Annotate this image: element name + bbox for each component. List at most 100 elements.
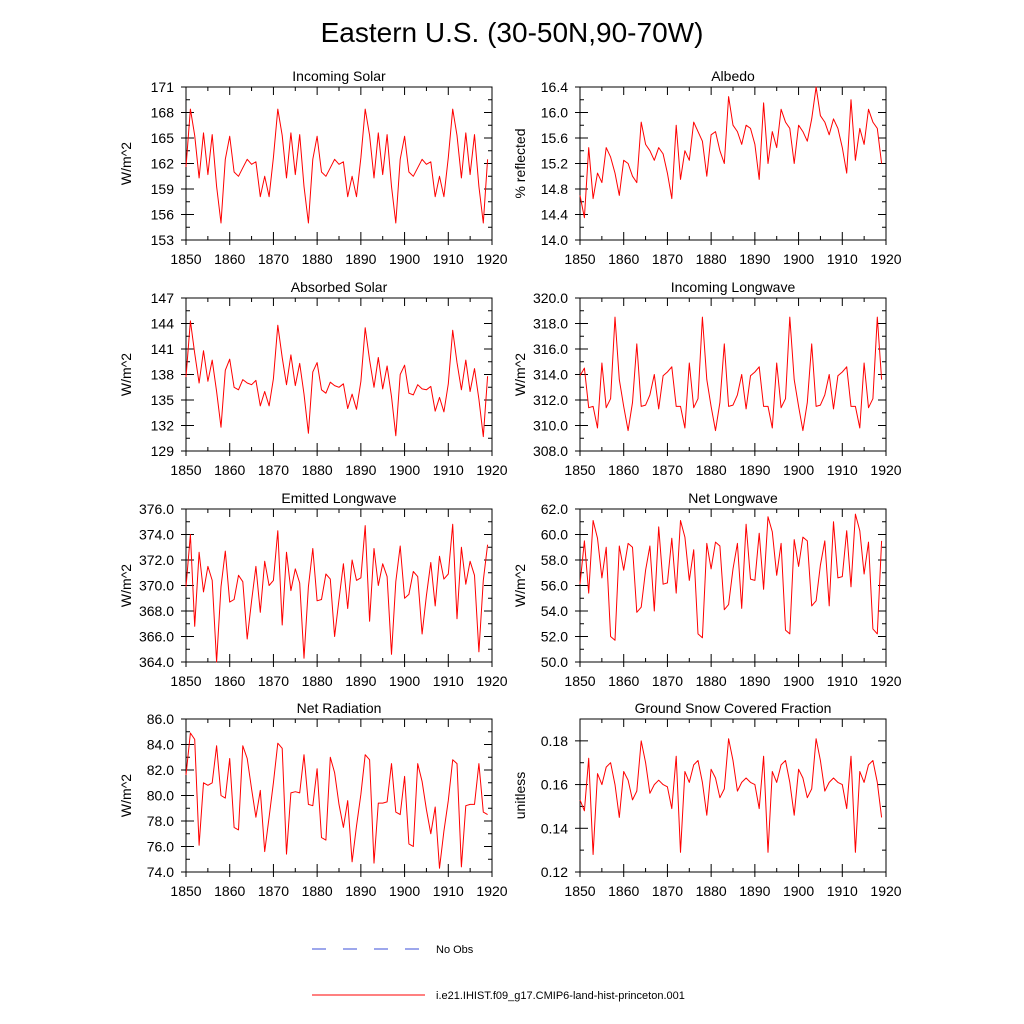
panel-title: Emitted Longwave [281,490,396,506]
x-tick-label: 1910 [827,251,858,267]
x-tick-label: 1900 [783,462,814,478]
y-tick-label: 78.0 [147,813,174,829]
x-tick-label: 1920 [870,462,901,478]
panel-ground-snow-covered-fraction: Ground Snow Covered Fraction 1850 1860 1870… [512,700,902,899]
series-line [579,738,883,855]
y-tick-label: 56.0 [541,578,568,594]
plot-frame [579,718,887,873]
x-tick-label: 1870 [652,673,683,689]
y-axis-label: % reflected [512,128,528,198]
x-tick-label: 1910 [827,673,858,689]
x-tick-label: 1880 [302,251,333,267]
legend-obs-label: No Obs [436,944,474,956]
x-tick-label: 1850 [564,462,595,478]
y-tick-label: 76.0 [147,839,174,855]
y-tick-label: 129 [151,443,175,459]
y-tick-label: 0.14 [541,820,568,836]
y-tick-label: 74.0 [147,864,174,880]
panel-title: Albedo [711,68,755,84]
x-tick-label: 1860 [214,883,245,899]
series-line [579,513,883,641]
x-tick-label: 1870 [258,462,289,478]
plot-frame [579,86,887,241]
legend-model-label: i.e21.IHIST.f09_g17.CMIP6-land-hist-prin… [436,990,685,1002]
panel-title: Net Radiation [297,700,382,716]
y-tick-label: 144 [151,316,175,332]
x-tick-label: 1870 [258,251,289,267]
x-tick-label: 1890 [739,883,770,899]
x-tick-label: 1870 [652,883,683,899]
y-tick-label: 16.0 [541,105,568,121]
x-tick-label: 1850 [170,883,201,899]
y-tick-label: 316.0 [533,341,568,357]
y-tick-label: 58.0 [541,552,568,568]
x-tick-label: 1890 [739,462,770,478]
plot-frame [579,508,887,663]
y-tick-label: 364.0 [139,654,174,670]
y-axis-label: W/m^2 [512,564,528,607]
y-tick-label: 147 [151,290,175,306]
plot-frame [185,508,493,663]
y-tick-label: 54.0 [541,603,568,619]
y-tick-label: 82.0 [147,762,174,778]
y-tick-label: 80.0 [147,788,174,804]
x-tick-label: 1860 [608,462,639,478]
y-tick-label: 162 [151,156,175,172]
x-tick-label: 1910 [433,673,464,689]
y-tick-label: 50.0 [541,654,568,670]
y-axis-label: W/m^2 [118,564,134,607]
x-tick-label: 1910 [433,462,464,478]
x-tick-label: 1890 [345,883,376,899]
x-tick-label: 1880 [696,883,727,899]
y-tick-label: 62.0 [541,501,568,517]
series-line [185,523,489,663]
y-tick-label: 171 [151,79,175,95]
x-tick-label: 1890 [739,673,770,689]
x-tick-label: 1900 [389,673,420,689]
y-axis-label: W/m^2 [118,142,134,185]
x-tick-label: 1860 [214,462,245,478]
y-tick-label: 0.12 [541,864,568,880]
y-tick-label: 15.2 [541,156,568,172]
y-tick-label: 60.0 [541,527,568,543]
y-tick-label: 84.0 [147,737,174,753]
x-tick-label: 1850 [564,883,595,899]
x-tick-label: 1900 [783,251,814,267]
x-tick-label: 1910 [827,883,858,899]
y-tick-label: 320.0 [533,290,568,306]
x-tick-label: 1890 [345,462,376,478]
panel-emitted-longwave: Emitted Longwave 1850 1860 1870 1880 1890 1900… [118,490,508,689]
x-tick-label: 1850 [564,673,595,689]
x-tick-label: 1880 [696,673,727,689]
y-tick-label: 0.18 [541,733,568,749]
x-tick-label: 1920 [476,251,507,267]
x-tick-label: 1850 [564,251,595,267]
panel-title: Incoming Longwave [671,279,796,295]
y-tick-label: 312.0 [533,392,568,408]
x-tick-label: 1890 [345,251,376,267]
x-tick-label: 1850 [170,462,201,478]
x-tick-label: 1880 [302,673,333,689]
x-tick-label: 1910 [433,251,464,267]
panel-title: Ground Snow Covered Fraction [635,700,832,716]
x-tick-label: 1880 [696,462,727,478]
x-tick-label: 1900 [389,251,420,267]
series-line [579,86,883,219]
panel-title: Incoming Solar [292,68,386,84]
x-tick-label: 1880 [302,462,333,478]
x-tick-label: 1920 [870,251,901,267]
y-tick-label: 159 [151,181,175,197]
panel-incoming-solar: Incoming Solar 1850 1860 1870 1880 1890 1900 19… [118,68,508,267]
y-tick-label: 135 [151,392,175,408]
x-tick-label: 1880 [302,883,333,899]
x-tick-label: 1870 [258,673,289,689]
y-tick-label: 168 [151,105,175,121]
y-tick-label: 314.0 [533,367,568,383]
x-tick-label: 1920 [476,883,507,899]
plot-frame [185,86,493,241]
x-tick-label: 1850 [170,251,201,267]
panel-net-longwave: Net Longwave 1850 1860 1870 1880 1890 1900 1910… [512,490,902,689]
x-tick-label: 1860 [214,673,245,689]
series-line [185,732,488,869]
